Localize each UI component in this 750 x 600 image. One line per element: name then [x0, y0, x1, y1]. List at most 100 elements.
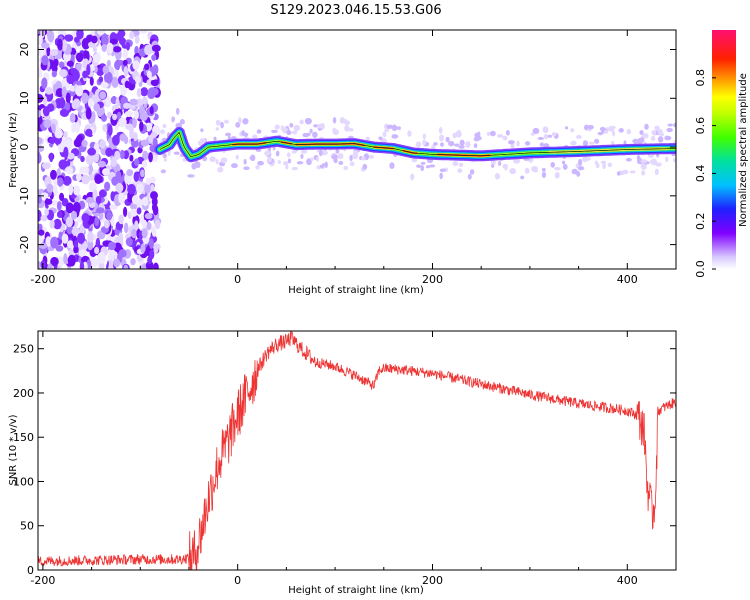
spectrogram-xlabel: Height of straight line (km)	[288, 285, 424, 296]
halo-speck	[368, 155, 375, 159]
halo-speck	[337, 153, 344, 160]
noise-blob	[80, 155, 85, 163]
halo-speck	[554, 166, 561, 171]
halo-speck	[550, 161, 556, 168]
noise-blob	[51, 200, 59, 207]
halo-speck	[532, 169, 539, 173]
noise-blob	[57, 177, 64, 187]
halo-speck	[389, 162, 395, 170]
noise-blob	[40, 214, 48, 222]
halo-speck	[416, 164, 422, 168]
noise-blob	[44, 198, 53, 205]
snr-ylabel: SNR (10 * v/v)	[8, 414, 19, 485]
noise-blob	[99, 139, 106, 149]
halo-speck	[632, 138, 639, 144]
noise-blob	[102, 65, 110, 75]
noise-blob	[105, 96, 111, 108]
halo-speck	[256, 129, 262, 134]
noise-blob	[73, 98, 81, 109]
snr-ytick-label: 200	[13, 387, 34, 400]
noise-blob	[122, 59, 128, 66]
halo-speck	[384, 128, 390, 133]
noise-blob	[61, 233, 69, 244]
halo-speck	[474, 132, 479, 138]
noise-blob	[101, 43, 107, 52]
noise-blob	[45, 236, 52, 248]
spectrogram-ytick-label: 10	[18, 91, 31, 105]
noise-blob	[133, 171, 140, 182]
noise-blob	[142, 96, 148, 105]
noise-blob	[106, 59, 111, 68]
noise-blob	[140, 243, 146, 254]
noise-blob	[102, 124, 108, 132]
noise-blob	[139, 30, 148, 34]
spectrogram-heatmap	[38, 30, 676, 269]
snr-frame	[37, 330, 677, 571]
colorbar-label: Normalized spectral amplitude	[738, 73, 749, 227]
halo-speck	[215, 127, 220, 131]
halo-speck	[349, 161, 355, 167]
noise-blob	[73, 245, 79, 254]
colorbar-ticks: 0.0 0.2 0.4 0.6 0.8	[694, 69, 716, 278]
snr-xtick-label: -200	[30, 574, 55, 587]
halo-speck	[672, 157, 676, 163]
noise-blob	[102, 168, 110, 176]
spectrogram-xtick-label: -200	[30, 273, 55, 286]
noise-blob	[64, 102, 71, 111]
halo-speck	[318, 149, 323, 157]
halo-speck	[162, 153, 167, 159]
spectrogram-xtick-label: 200	[422, 273, 443, 286]
halo-speck	[280, 125, 285, 131]
noise-blob	[122, 49, 128, 59]
noise-blob	[97, 160, 106, 168]
noise-blob	[58, 61, 65, 69]
halo-speck	[616, 171, 621, 176]
halo-speck	[582, 140, 588, 147]
halo-speck	[175, 107, 180, 115]
noise-blob	[140, 139, 149, 147]
halo-speck	[588, 141, 595, 145]
noise-blob	[56, 256, 65, 267]
noise-blob	[59, 97, 65, 109]
noise-blob	[144, 212, 153, 220]
noise-blob	[134, 75, 141, 84]
halo-speck	[541, 167, 546, 172]
colorbar-tick-label: 0.2	[694, 212, 707, 230]
halo-speck	[324, 161, 328, 169]
noise-blob	[149, 87, 159, 96]
noise-blob	[141, 160, 148, 168]
halo-speck	[200, 128, 204, 133]
halo-speck	[316, 156, 320, 162]
noise-blob	[150, 131, 158, 139]
chart-title: S129.2023.046.15.53.G06	[270, 3, 441, 18]
halo-speck	[542, 126, 548, 134]
noise-blob	[64, 34, 74, 42]
noise-blob	[131, 139, 139, 148]
halo-speck	[554, 172, 560, 179]
halo-speck	[271, 129, 278, 133]
noise-blob	[38, 35, 43, 46]
halo-speck	[349, 154, 353, 162]
noise-blob	[65, 167, 74, 175]
noise-blob	[50, 256, 59, 267]
halo-speck	[618, 128, 624, 133]
spectrogram-ticks: -200 0 200 400 -20 -10 0 10 20	[18, 30, 676, 286]
halo-speck	[243, 158, 247, 165]
noise-blob	[110, 156, 117, 168]
noise-blob	[54, 128, 64, 139]
noise-blob	[142, 219, 147, 229]
noise-blob	[83, 166, 90, 174]
noise-blob	[129, 98, 138, 106]
halo-speck	[577, 166, 585, 171]
halo-speck	[286, 130, 292, 136]
halo-speck	[160, 129, 165, 135]
noise-blob	[124, 80, 130, 89]
noise-blob	[62, 175, 72, 186]
noise-blob	[57, 141, 66, 153]
halo-speck	[664, 135, 672, 141]
snr-xlabel: Height of straight line (km)	[288, 585, 424, 596]
halo-speck	[497, 160, 502, 166]
halo-speck	[524, 167, 530, 174]
noise-blob	[115, 97, 120, 110]
